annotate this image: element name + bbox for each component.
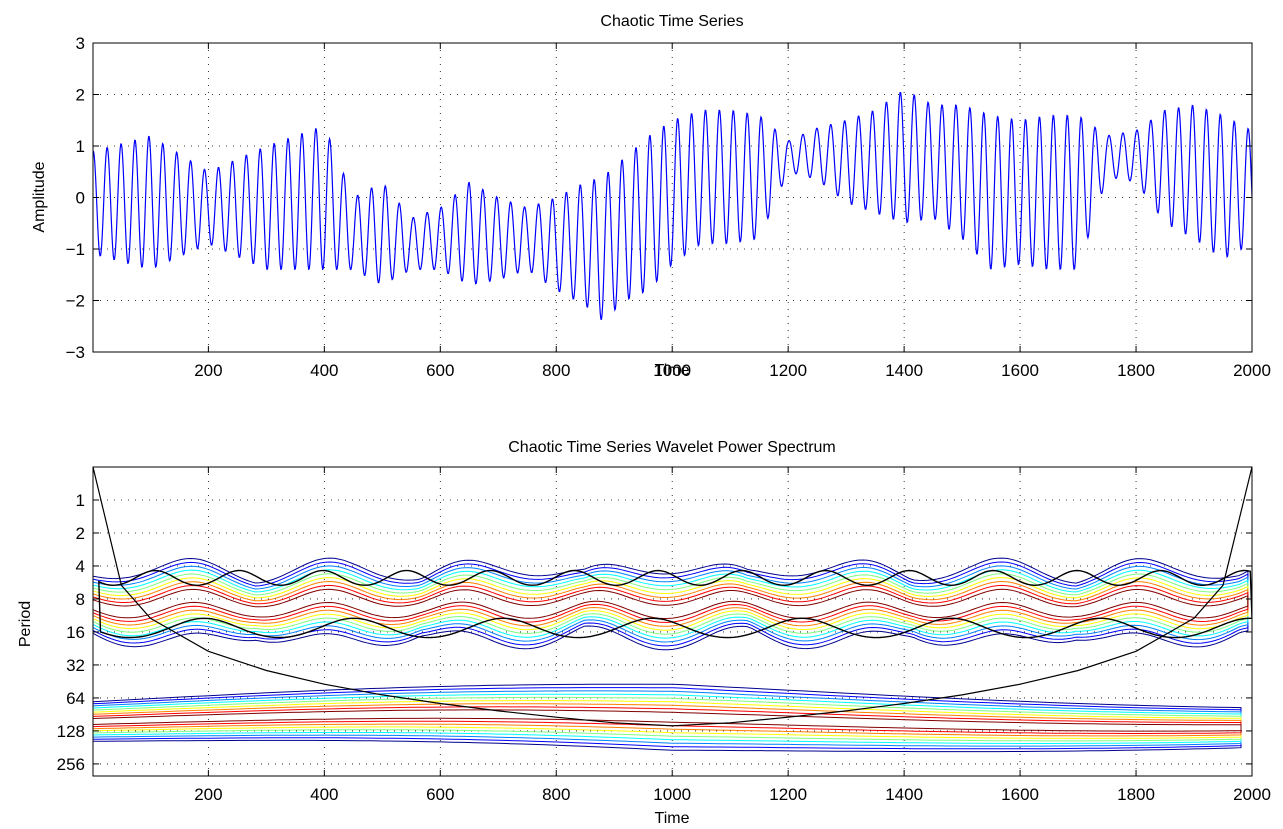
wavelet-contours (93, 467, 1252, 753)
ts-x-tick-label-3: 800 (542, 361, 570, 380)
time-series-x-label: Time (655, 362, 690, 379)
w-contour-band-lower-6 (93, 703, 1242, 737)
w-y-tick-label-7: 128 (57, 722, 85, 741)
ts-y-tick-label-2: −1 (66, 240, 85, 259)
ts-x-tick-label-5: 1200 (769, 361, 807, 380)
w-x-tick-label-2: 600 (426, 785, 454, 804)
w-y-tick-label-2: 4 (76, 557, 85, 576)
ts-y-tick-label-6: 3 (76, 34, 85, 53)
w-x-tick-label-0: 200 (194, 785, 222, 804)
w-contour-band-lower-3 (93, 693, 1242, 744)
time-series-line (92, 91, 1253, 320)
time-series-y-ticks: −3 −2 −1 0 1 2 3 (66, 34, 1252, 362)
time-series-x-ticks: 200 400 600 800 1000 1200 1400 1600 1800 2000 (194, 43, 1271, 380)
w-contour-band-upper-1 (93, 561, 1249, 647)
wavelet-y-ticks: 1 2 4 8 16 32 64 128 256 (57, 491, 1252, 774)
w-x-tick-label-7: 1600 (1001, 785, 1039, 804)
ts-x-tick-label-1: 400 (310, 361, 338, 380)
w-y-tick-label-8: 256 (57, 755, 85, 774)
w-contour-band-lower-2 (93, 690, 1242, 747)
ts-x-tick-label-7: 1600 (1001, 361, 1039, 380)
wavelet-y-label: Period (17, 601, 34, 647)
ts-x-tick-label-4: 1000 (653, 361, 691, 380)
time-series-y-label: Amplitude (31, 161, 48, 232)
w-y-tick-label-4: 16 (66, 623, 85, 642)
w-y-tick-label-3: 8 (76, 590, 85, 609)
w-x-tick-label-5: 1200 (769, 785, 807, 804)
time-series-grid (93, 43, 1252, 352)
ts-y-tick-label-3: 0 (76, 189, 85, 208)
ts-x-tick-label-0: 200 (194, 361, 222, 380)
w-contour-band-upper-5 (93, 577, 1249, 631)
w-y-tick-label-5: 32 (66, 656, 85, 675)
wavelet-x-label: Time (655, 810, 690, 827)
wavelet-title: Chaotic Time Series Wavelet Power Spectr… (508, 439, 836, 456)
significance-contour (98, 569, 1252, 639)
w-x-tick-label-9: 2000 (1233, 785, 1271, 804)
time-series-title: Chaotic Time Series (600, 13, 743, 30)
ts-x-tick-label-2: 600 (426, 361, 454, 380)
ts-x-tick-label-9: 2000 (1233, 361, 1271, 380)
w-y-tick-label-6: 64 (66, 689, 85, 708)
ts-y-tick-label-4: 1 (76, 137, 85, 156)
ts-y-tick-label-1: −2 (66, 292, 85, 311)
ts-y-tick-label-0: −3 (66, 343, 85, 362)
w-x-tick-label-4: 1000 (653, 785, 691, 804)
w-contour-band-upper-0 (93, 557, 1249, 651)
w-contour-band-upper-2 (93, 565, 1249, 643)
w-y-tick-label-1: 2 (76, 524, 85, 543)
w-contour-band-lower-8 (93, 709, 1242, 732)
w-contour-band-upper-6 (93, 580, 1249, 627)
w-x-tick-label-8: 1800 (1117, 785, 1155, 804)
w-contour-band-lower-5 (93, 700, 1242, 739)
w-x-tick-label-3: 800 (542, 785, 570, 804)
ts-y-tick-label-5: 2 (76, 86, 85, 105)
w-contour-band-lower-7 (93, 706, 1242, 734)
cone-of-influence (93, 467, 1252, 727)
w-contour-band-lower-1 (93, 687, 1242, 750)
wavelet-panel: Chaotic Time Series Wavelet Power Spectr… (17, 439, 1271, 827)
ts-x-tick-label-6: 1400 (885, 361, 923, 380)
ts-x-tick-label-8: 1800 (1117, 361, 1155, 380)
w-x-tick-label-1: 400 (310, 785, 338, 804)
w-x-tick-label-6: 1400 (885, 785, 923, 804)
w-contour-band-lower-4 (93, 696, 1242, 742)
w-contour-band-upper-7 (93, 584, 1249, 623)
time-series-panel: Chaotic Time Series 200 400 600 800 1000 1200… (31, 13, 1271, 380)
w-y-tick-label-0: 1 (76, 491, 85, 510)
w-contour-band-lower-0 (93, 683, 1242, 753)
wavelet-x-ticks: 200 400 600 800 1000 1200 1400 1600 1800 2000 (194, 467, 1271, 804)
w-contour-band-upper-8 (93, 588, 1249, 620)
